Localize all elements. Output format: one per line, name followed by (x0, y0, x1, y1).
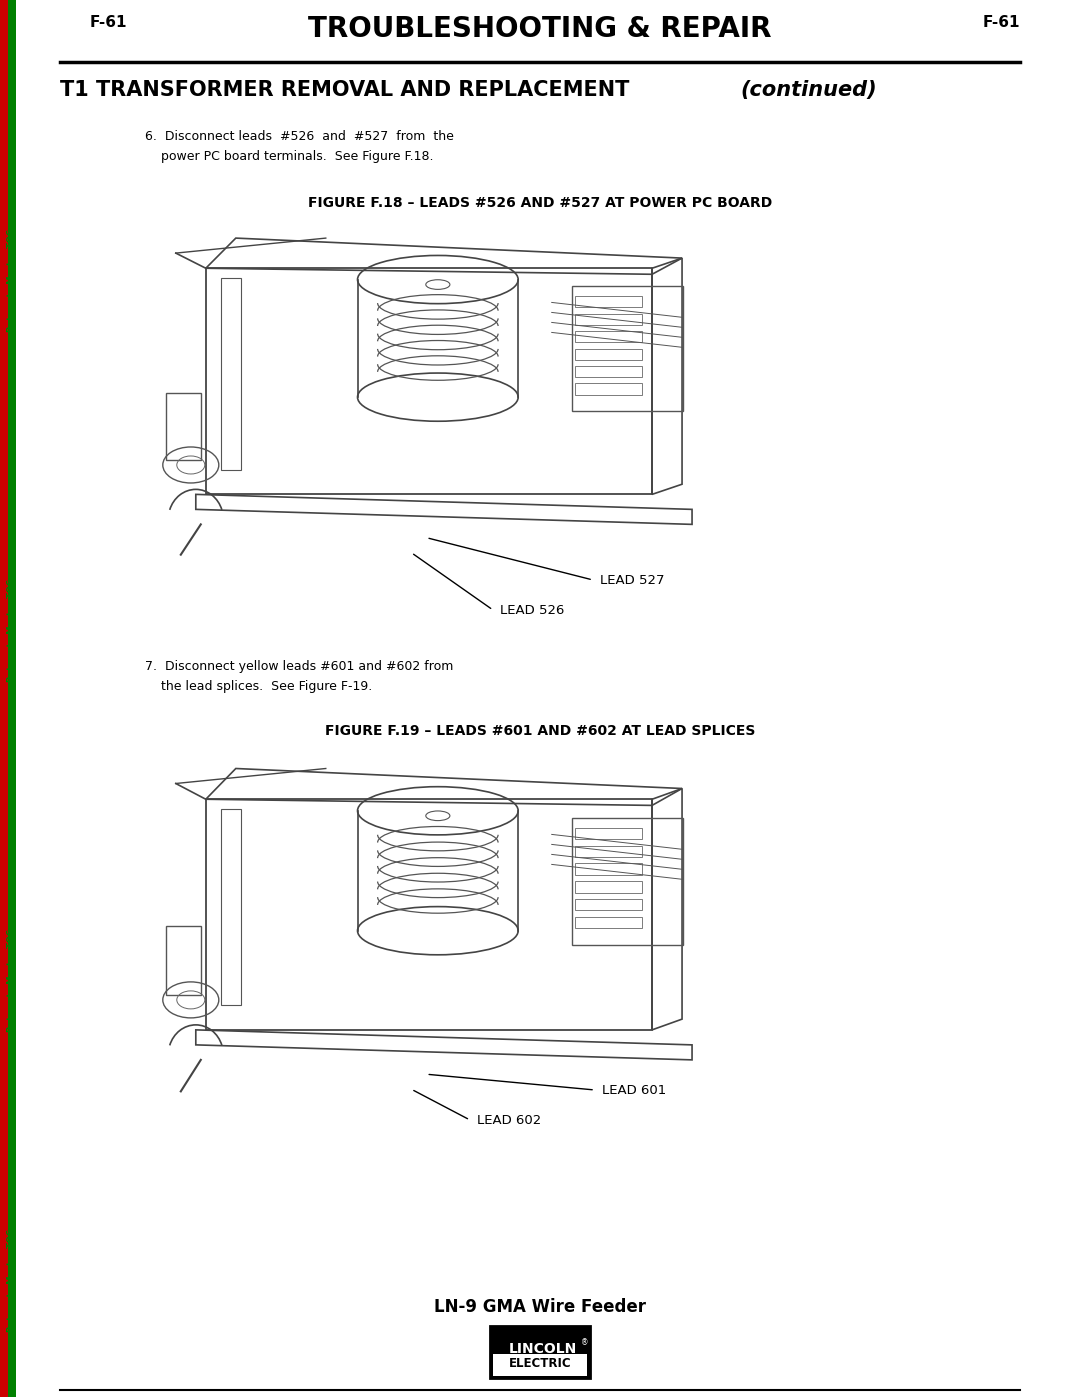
Bar (575, 383, 642, 394)
Bar (220, 278, 241, 471)
Text: 7.  Disconnect yellow leads #601 and #602 from: 7. Disconnect yellow leads #601 and #602… (145, 659, 454, 673)
Text: FIGURE F.19 – LEADS #601 AND #602 AT LEAD SPLICES: FIGURE F.19 – LEADS #601 AND #602 AT LEA… (325, 724, 755, 738)
Bar (575, 314, 642, 326)
Text: LEAD 526: LEAD 526 (500, 604, 565, 616)
Text: Return to Master TOC: Return to Master TOC (8, 1228, 16, 1331)
Text: Return to Section TOC: Return to Section TOC (0, 928, 9, 1032)
Bar (575, 366, 642, 377)
Bar (0, 0, 8, 1397)
Text: TROUBLESHOOTING & REPAIR: TROUBLESHOOTING & REPAIR (308, 15, 772, 43)
Text: Return to Section TOC: Return to Section TOC (0, 228, 9, 332)
Bar (206, 268, 652, 495)
Bar (490, 1326, 590, 1377)
Bar (575, 296, 642, 307)
Text: F-61: F-61 (983, 15, 1020, 29)
Text: Return to Master TOC: Return to Master TOC (8, 229, 16, 331)
Bar (571, 286, 684, 411)
Text: ®: ® (581, 1338, 589, 1347)
Bar (8, 0, 16, 1397)
Text: Return to Section TOC: Return to Section TOC (0, 1227, 9, 1333)
Bar (575, 331, 642, 342)
Bar (575, 348, 642, 359)
Text: power PC board terminals.  See Figure F.18.: power PC board terminals. See Figure F.1… (145, 149, 433, 163)
Text: FIGURE F.18 – LEADS #526 AND #527 AT POWER PC BOARD: FIGURE F.18 – LEADS #526 AND #527 AT POW… (308, 196, 772, 210)
Text: Return to Master TOC: Return to Master TOC (8, 929, 16, 1031)
Bar (206, 799, 652, 1030)
Bar (166, 926, 201, 995)
Bar (575, 882, 642, 893)
Bar (571, 817, 684, 944)
Bar (575, 828, 642, 840)
Text: ELECTRIC: ELECTRIC (509, 1356, 571, 1370)
Bar (575, 863, 642, 875)
Bar (220, 809, 241, 1006)
Text: Return to Section TOC: Return to Section TOC (0, 577, 9, 683)
Text: (continued): (continued) (740, 80, 877, 101)
Text: F-61: F-61 (90, 15, 127, 29)
Text: Return to Master TOC: Return to Master TOC (8, 578, 16, 682)
Text: 6.  Disconnect leads  #526  and  #527  from  the: 6. Disconnect leads #526 and #527 from t… (145, 130, 454, 142)
Text: the lead splices.  See Figure F-19.: the lead splices. See Figure F-19. (145, 680, 373, 693)
Bar (575, 845, 642, 856)
Text: LEAD 602: LEAD 602 (477, 1113, 541, 1126)
Bar (166, 393, 201, 461)
Bar (575, 898, 642, 911)
Text: LN-9 GMA Wire Feeder: LN-9 GMA Wire Feeder (434, 1298, 646, 1316)
Text: LEAD 601: LEAD 601 (602, 1084, 666, 1097)
Bar (492, 1354, 588, 1376)
Text: LEAD 527: LEAD 527 (600, 574, 664, 587)
Bar (575, 916, 642, 928)
Text: T1 TRANSFORMER REMOVAL AND REPLACEMENT: T1 TRANSFORMER REMOVAL AND REPLACEMENT (60, 80, 636, 101)
Text: LINCOLN: LINCOLN (509, 1343, 577, 1356)
